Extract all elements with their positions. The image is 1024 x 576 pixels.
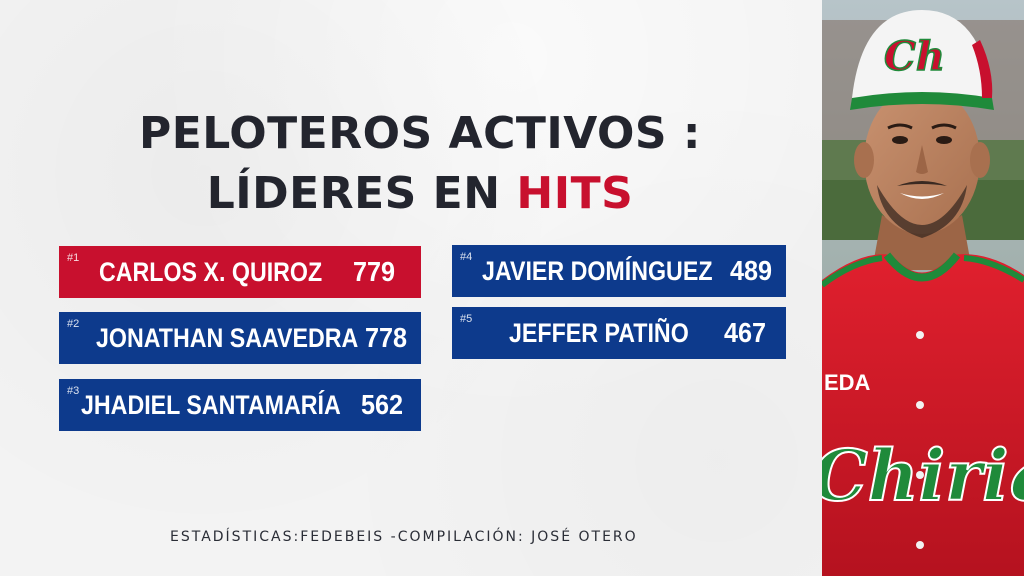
title-line-1: PELOTEROS ACTIVOS : [138, 108, 702, 159]
leader-row-5: #5 JEFFER PATIÑO 467 [452, 307, 786, 359]
leader-name: JONATHAN SAAVEDRA [96, 322, 359, 353]
leader-rank: #4 [460, 251, 473, 263]
leader-rank: #3 [67, 385, 80, 397]
leader-hits: 778 [365, 322, 408, 353]
leader-row-3: #3 JHADIEL SANTAMARÍA 562 [59, 379, 421, 431]
leader-name: JAVIER DOMÍNGUEZ [482, 255, 713, 286]
leader-rank: #2 [67, 318, 80, 330]
leader-row-1: #1 CARLOS X. QUIROZ 779 [59, 246, 421, 298]
title-line-2: LÍDERES EN HITS [120, 164, 720, 224]
svg-text:EDA: EDA [824, 370, 871, 395]
svg-text:Chiriqui: Chiriqui [822, 434, 1024, 517]
svg-text:Ch: Ch [884, 33, 945, 80]
leader-row-4: #4 JAVIER DOMÍNGUEZ 489 [452, 245, 786, 297]
leader-hits: 779 [353, 256, 396, 287]
leader-hits: 562 [361, 389, 404, 420]
title-prefix: LÍDERES EN [206, 168, 501, 219]
leader-name: JHADIEL SANTAMARÍA [81, 389, 341, 420]
leader-name: JEFFER PATIÑO [509, 317, 689, 348]
player-photo: EDA Chiriqui Ch [822, 0, 1024, 576]
leader-row-2: #2 JONATHAN SAAVEDRA 778 [59, 312, 421, 364]
stats-credit: ESTADÍSTICAS:FEDEBEIS -COMPILACIÓN: JOSÉ… [170, 529, 638, 545]
leader-rank: #1 [67, 252, 80, 264]
title-highlight: HITS [516, 168, 634, 219]
leader-hits: 489 [730, 255, 773, 286]
leader-rank: #5 [460, 313, 473, 325]
leader-hits: 467 [724, 317, 767, 348]
leader-name: CARLOS X. QUIROZ [99, 256, 323, 287]
